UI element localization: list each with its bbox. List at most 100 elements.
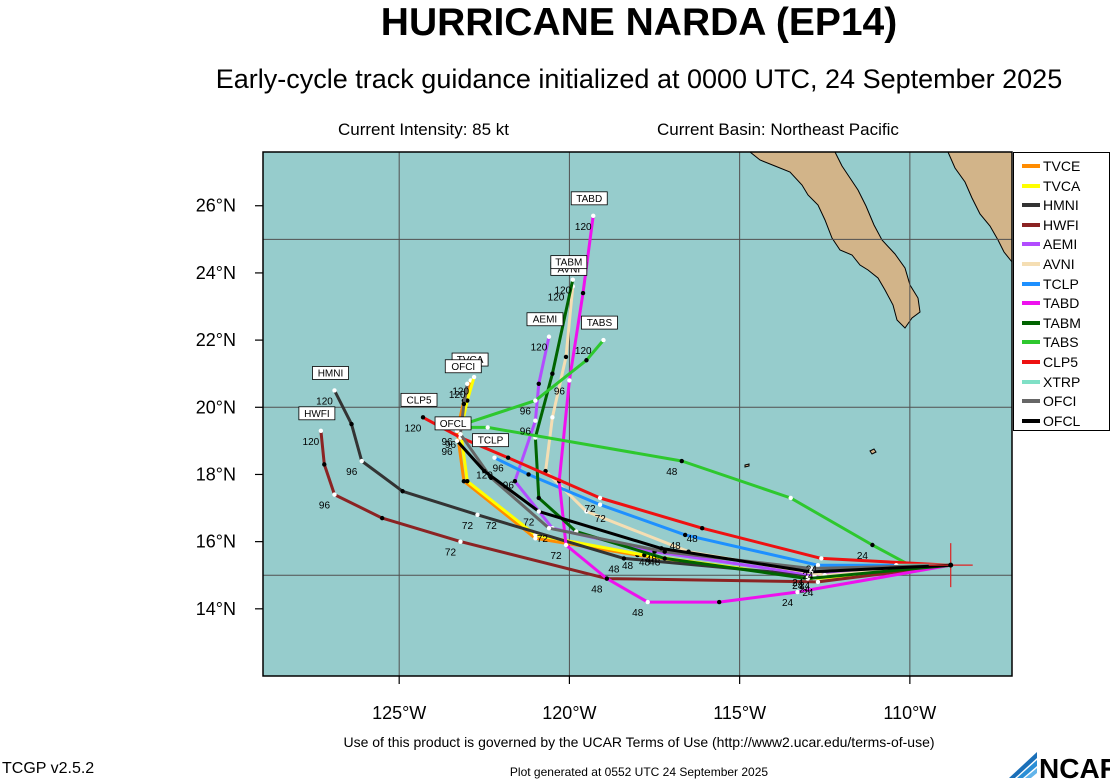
track-point: [550, 415, 555, 420]
forecast-hour-label: 96: [441, 437, 453, 448]
forecast-hour-label: 96: [503, 480, 515, 491]
legend-swatch: [1022, 183, 1040, 188]
track-point: [679, 458, 684, 464]
page-subtitle: Early-cycle track guidance initialized a…: [215, 64, 1063, 94]
ncar-logo-text: NCAR: [1039, 753, 1110, 780]
track-point: [570, 277, 576, 282]
track-point: [332, 388, 337, 393]
legend-item-avni: AVNI: [1022, 255, 1110, 273]
legend-item-hmni: HMNI: [1022, 196, 1110, 214]
forecast-hour-label: 120: [548, 292, 565, 303]
track-point: [580, 290, 586, 296]
legend-item-tclp: TCLP: [1022, 275, 1110, 293]
forecast-hour-label: 96: [319, 501, 331, 512]
small-island: [869, 448, 877, 455]
forecast-hour-label: 96: [445, 440, 457, 451]
track-point: [546, 334, 552, 339]
small-island: [744, 463, 750, 468]
forecast-hour-label: 96: [346, 467, 358, 478]
y-tick-label: 16°N: [196, 532, 236, 552]
forecast-hour-label: 24: [792, 581, 804, 592]
legend-swatch: [1022, 203, 1040, 208]
legend-label: OFCI: [1043, 393, 1077, 410]
track-point: [601, 337, 606, 343]
land-layer: [744, 152, 1012, 468]
track-ofcl: [455, 439, 951, 574]
track-hwfi: [319, 430, 951, 584]
track-point: [512, 478, 518, 484]
legend-label: CLP5: [1043, 354, 1079, 370]
track-point: [400, 489, 405, 494]
track-point: [536, 381, 541, 386]
forecast-hour-label: 120: [575, 346, 592, 357]
track-point: [505, 455, 511, 460]
forecast-hour-label: 48: [591, 585, 603, 596]
track-point: [604, 576, 610, 581]
forecast-hour-label: 48: [608, 564, 620, 575]
forecast-hour-label: 96: [441, 447, 453, 458]
model-tag-tabd: TABD: [570, 191, 608, 206]
track-point: [526, 472, 531, 477]
track-point: [805, 576, 810, 581]
forecast-hour-label: 96: [520, 407, 532, 418]
x-tick-label: 125°W: [372, 703, 426, 723]
x-tick-label: 120°W: [542, 703, 596, 723]
legend-label: HWFI: [1043, 216, 1079, 233]
forecast-hour-label: 120: [303, 437, 320, 448]
track-point: [584, 358, 589, 363]
legend-swatch: [1022, 340, 1040, 345]
forecast-hour-label: 72: [445, 548, 457, 559]
track-point: [379, 515, 385, 521]
model-tag-clp5: CLP5: [400, 392, 438, 407]
x-tick-label: 110°W: [883, 703, 936, 723]
model-tag-tabm: TABM: [550, 255, 588, 270]
track-point: [465, 478, 470, 484]
track-point: [318, 428, 324, 433]
forecast-hour-label: 120: [449, 390, 466, 401]
model-tag-box: [581, 315, 618, 330]
track-point: [465, 381, 470, 386]
legend-swatch: [1022, 222, 1040, 227]
track-point: [546, 526, 552, 531]
track-point: [533, 418, 538, 423]
model-tag-hwfi: HWFI: [298, 406, 336, 421]
model-tag-box: [444, 359, 482, 374]
model-tag-box: [472, 433, 509, 448]
forecast-hour-label: 48: [687, 534, 699, 545]
track-point: [536, 495, 541, 501]
model-tag-label: AEMI: [533, 315, 557, 326]
baja-california-land: [749, 152, 921, 329]
y-tick-label: 22°N: [196, 330, 236, 350]
model-tag-box: [400, 392, 438, 407]
model-tag-label: OFCL: [440, 419, 467, 430]
forecast-hour-label: 24: [802, 571, 814, 582]
track-point: [461, 401, 467, 407]
track-point: [819, 556, 824, 561]
forecast-hour-label: 120: [476, 470, 493, 481]
track-point: [597, 502, 603, 507]
legend-item-xtrp: XTRP: [1022, 373, 1110, 391]
model-tag-box: [550, 255, 588, 270]
track-point: [458, 431, 463, 437]
track-point: [621, 556, 627, 561]
model-tag-hmni: HMNI: [312, 366, 349, 380]
track-point: [808, 569, 814, 575]
forecast-hour-label: 72: [523, 517, 535, 528]
track-point: [662, 556, 667, 561]
model-tags-layer: TVCAHMNIHWFIAEMIAVNITCLPTABDTABMTABSCLP5…: [298, 191, 618, 448]
model-tag-label: CLP5: [407, 395, 432, 406]
generated-timestamp: Plot generated at 0552 UTC 24 September …: [509, 765, 769, 779]
forecast-hour-label: 120: [575, 222, 592, 233]
model-tag-ofci: OFCI: [444, 359, 482, 374]
track-point: [465, 398, 470, 403]
forecast-hour-label: 72: [486, 521, 498, 532]
track-point: [795, 589, 800, 595]
forecast-hour-label: 24: [782, 598, 794, 609]
ncar-logo: NCAR: [1009, 752, 1110, 780]
legend-swatch: [1022, 320, 1040, 325]
track-point: [788, 495, 793, 501]
legend-item-tabm: TABM: [1022, 314, 1110, 332]
tracks-layer: [318, 213, 951, 605]
legend-swatch: [1022, 301, 1040, 306]
